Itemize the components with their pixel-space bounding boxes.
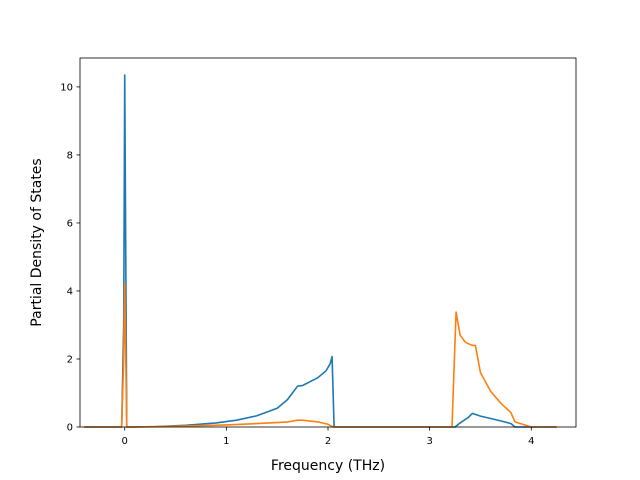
y-axis-ticks: 0 2 4 6 8 10 bbox=[60, 82, 80, 434]
y-tick-label: 2 bbox=[67, 354, 73, 365]
y-tick-label: 4 bbox=[67, 286, 73, 297]
y-tick-label: 6 bbox=[67, 218, 73, 229]
x-axis-ticks: 0 1 2 3 4 bbox=[122, 427, 534, 447]
y-tick-label: 0 bbox=[67, 423, 73, 434]
x-tick-label: 3 bbox=[426, 436, 432, 447]
x-tick-label: 4 bbox=[528, 436, 534, 447]
y-tick-label: 8 bbox=[67, 150, 73, 161]
x-axis-title: Frequency (THz) bbox=[271, 458, 385, 474]
x-tick-label: 0 bbox=[122, 436, 128, 447]
x-tick-label: 2 bbox=[325, 436, 331, 447]
y-tick-label: 10 bbox=[60, 82, 73, 93]
x-tick-label: 1 bbox=[223, 436, 229, 447]
y-axis-title: Partial Density of States bbox=[29, 158, 45, 326]
